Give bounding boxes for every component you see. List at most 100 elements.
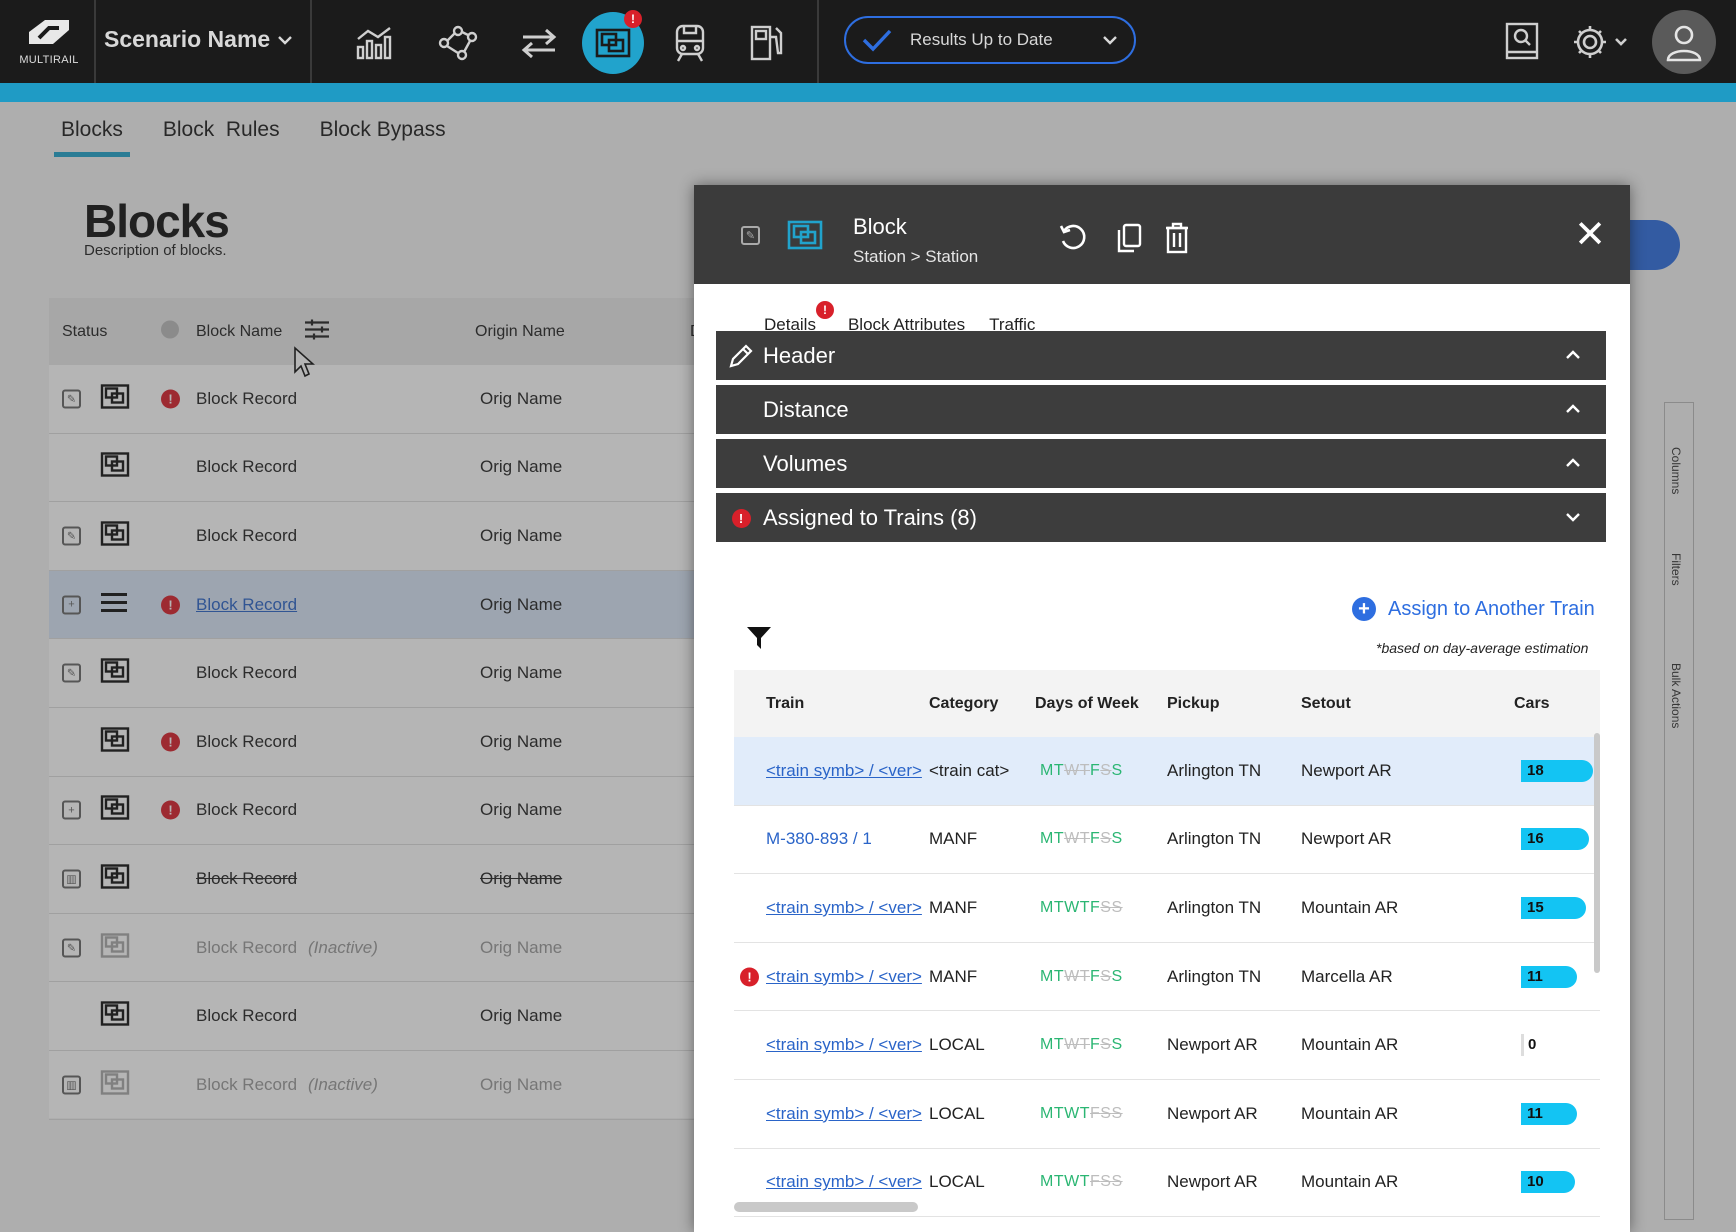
table-row[interactable]: ✎ Block Record Orig Name (49, 639, 715, 708)
section-volumes[interactable]: Volumes (716, 439, 1606, 488)
train-link[interactable]: <train symb> / <ver> (766, 760, 922, 780)
divider (310, 0, 312, 83)
day-letter: M (1040, 830, 1054, 848)
delete-icon[interactable] (1160, 221, 1194, 255)
network-icon[interactable] (427, 12, 489, 74)
undo-icon[interactable] (1056, 221, 1090, 255)
col-origin-name[interactable]: Origin Name (475, 322, 565, 340)
block-name: Block Record (196, 868, 298, 888)
edit-checkbox-icon[interactable]: ✎ (741, 226, 760, 245)
section-distance[interactable]: Distance (716, 385, 1606, 434)
scenario-selector[interactable]: Scenario Name (104, 26, 293, 53)
col-category[interactable]: Category (929, 694, 999, 712)
row-delete-checkbox[interactable]: ▥ (62, 1075, 81, 1095)
block-icon (100, 519, 130, 552)
table-row[interactable]: ✎ Block Record (Inactive) Orig Name (49, 914, 715, 983)
row-add-checkbox[interactable]: + (62, 595, 81, 615)
category: MANF (929, 966, 978, 986)
tab-blocks[interactable]: Blocks (54, 116, 130, 157)
table-row[interactable]: Block Record Orig Name (49, 982, 715, 1051)
column-settings-icon[interactable] (304, 318, 330, 345)
analytics-icon[interactable] (343, 12, 405, 74)
days-of-week: MTWTFSS (1040, 830, 1123, 848)
chevron-up-icon (1566, 347, 1580, 365)
error-icon: ! (161, 800, 180, 820)
table-row[interactable]: ✎ Block Record Orig Name (49, 502, 715, 571)
row-edit-checkbox[interactable]: ✎ (62, 663, 81, 683)
app-logo[interactable]: MULTIRAIL (4, 0, 94, 83)
transfer-icon[interactable] (508, 12, 570, 74)
row-delete-checkbox[interactable]: ▥ (62, 869, 81, 889)
day-letter: M (1040, 898, 1054, 916)
train-link[interactable]: <train symb> / <ver> (766, 897, 922, 917)
col-status[interactable]: Status (62, 322, 108, 340)
book-search-icon[interactable] (1498, 18, 1546, 66)
tab-block-attributes[interactable]: Block Attributes (826, 309, 975, 349)
col-pickup[interactable]: Pickup (1167, 694, 1220, 712)
tab-block-rules[interactable]: Block Rules (162, 118, 280, 141)
table-row[interactable]: ▥ Block Record (Inactive) Orig Name (49, 1051, 715, 1120)
block-name: Block Record (196, 457, 298, 477)
table-row[interactable]: M-380-893 / 1 MANF MTWTFSS Arlington TN Newp… (734, 806, 1600, 875)
vertical-scrollbar[interactable] (1594, 733, 1600, 973)
rail-bulk-actions[interactable]: Bulk Actions (1669, 663, 1683, 729)
row-add-checkbox[interactable]: + (62, 800, 81, 820)
col-train[interactable]: Train (766, 694, 805, 712)
table-row[interactable]: Block Record Orig Name (49, 434, 715, 503)
list-icon (100, 590, 128, 619)
blocks-icon[interactable]: ! (582, 10, 644, 74)
rail-filters[interactable]: Filters (1669, 553, 1683, 586)
results-status-dropdown[interactable]: Results Up to Date (844, 16, 1136, 64)
fuel-icon[interactable] (735, 12, 797, 74)
tab-traffic[interactable]: Traffic (975, 309, 1045, 349)
table-row[interactable]: <train symb> / <ver> <train cat> MTWTFSS Ar… (734, 737, 1600, 806)
horizontal-scrollbar[interactable] (734, 1202, 918, 1212)
category: MANF (929, 897, 978, 917)
day-letter: W (1064, 898, 1080, 916)
col-cars[interactable]: Cars (1514, 694, 1550, 712)
pickup: Newport AR (1167, 1172, 1258, 1192)
train-icon[interactable] (659, 12, 721, 74)
table-row[interactable]: ! <train symb> / <ver> MANF MTWTFSS Arlingto… (734, 943, 1600, 1012)
col-setout[interactable]: Setout (1301, 694, 1351, 712)
day-letter: M (1040, 1104, 1054, 1122)
copy-icon[interactable] (1112, 221, 1146, 255)
row-edit-checkbox[interactable]: ✎ (62, 938, 81, 958)
table-row[interactable]: <train symb> / <ver> LOCAL MTWTFSS Newport … (734, 1149, 1600, 1218)
accent-strip (0, 83, 1736, 102)
col-days-of-week[interactable]: Days of Week (1035, 694, 1139, 712)
block-name: Block Record (196, 731, 298, 751)
filter-icon[interactable] (746, 625, 772, 651)
assign-train-button[interactable]: + Assign to Another Train (1352, 597, 1595, 621)
close-icon[interactable]: ✕ (1574, 214, 1606, 256)
table-row[interactable]: ! Block Record Orig Name (49, 708, 715, 777)
category: LOCAL (929, 1103, 985, 1123)
day-letter: S (1111, 898, 1123, 916)
train-link[interactable]: <train symb> / <ver> (766, 966, 922, 986)
block-name[interactable]: Block Record (196, 594, 298, 614)
table-row[interactable]: <train symb> / <ver> MANF MTWTFSS Arlington… (734, 874, 1600, 943)
section-header[interactable]: Header (716, 331, 1606, 380)
day-letter: S (1111, 1173, 1123, 1191)
settings-icon[interactable] (1568, 18, 1632, 66)
section-assigned[interactable]: ! Assigned to Trains (8) (716, 493, 1606, 542)
block-icon (100, 1068, 130, 1101)
tab-block-bypass[interactable]: Block Bypass (319, 118, 446, 141)
user-icon[interactable] (1652, 10, 1716, 74)
row-edit-checkbox[interactable]: ✎ (62, 526, 81, 546)
table-row[interactable]: +! Block Record Orig Name (49, 570, 715, 640)
table-row[interactable]: ▥ Block Record Orig Name (49, 845, 715, 914)
day-letter: S (1100, 1104, 1112, 1122)
train-link[interactable]: <train symb> / <ver> (766, 1035, 922, 1055)
block-icon (786, 217, 824, 258)
table-row[interactable]: ✎! Block Record Orig Name (49, 365, 715, 434)
table-row[interactable]: <train symb> / <ver> LOCAL MTWTFSS Newport … (734, 1080, 1600, 1149)
train-link[interactable]: <train symb> / <ver> (766, 1172, 922, 1192)
rail-columns[interactable]: Columns (1669, 447, 1683, 495)
row-edit-checkbox[interactable]: ✎ (62, 389, 81, 409)
table-row[interactable]: +! Block Record Orig Name (49, 777, 715, 846)
train-link[interactable]: M-380-893 / 1 (766, 829, 872, 849)
col-block-name[interactable]: Block Name (196, 322, 283, 340)
table-row[interactable]: <train symb> / <ver> LOCAL MTWTFSS Newport … (734, 1011, 1600, 1080)
train-link[interactable]: <train symb> / <ver> (766, 1103, 922, 1123)
